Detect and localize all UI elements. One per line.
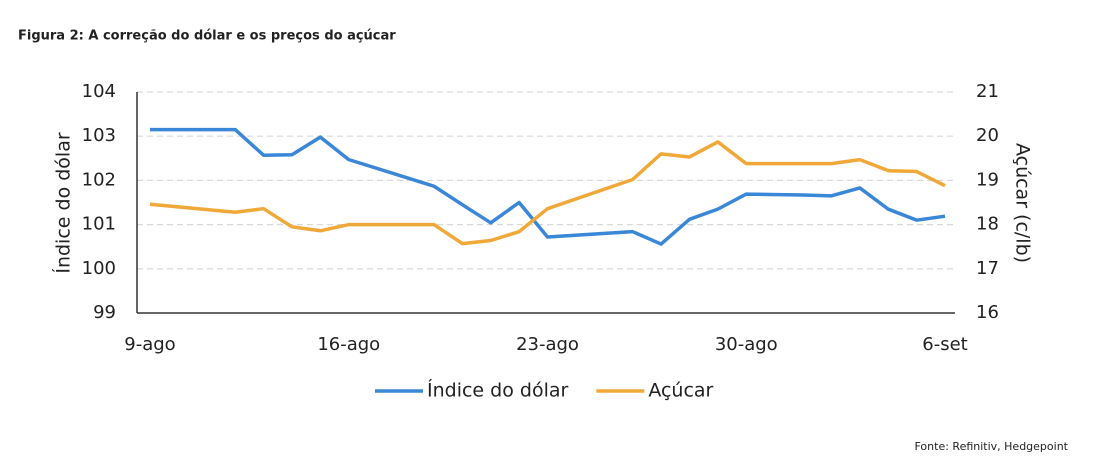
y-tick-label: 102: [82, 169, 116, 190]
x-tick-label: 9-ago: [124, 334, 175, 355]
y-axis-label: Índice do dólar: [52, 132, 75, 273]
y2-tick-label: 18: [976, 214, 999, 235]
y2-tick-label: 17: [976, 258, 999, 279]
chart-title: Figura 2: A correção do dólar e os preço…: [18, 29, 396, 44]
y-tick-label: 104: [82, 81, 116, 102]
series-line: [149, 140, 946, 246]
x-tick-label: 30-ago: [715, 334, 778, 355]
series-line: [150, 127, 946, 246]
source: Fonte: Refinitiv, Hedgepoint: [915, 440, 1069, 453]
y2-tick-label: 20: [976, 125, 999, 146]
legend-label: Açúcar: [648, 380, 713, 402]
y-tick-label: 99: [93, 302, 116, 323]
x-tick-label: 6-set: [922, 334, 967, 355]
y2-tick-label: 16: [976, 302, 999, 323]
y-tick-label: 100: [82, 258, 116, 279]
y2-tick-label: 21: [976, 81, 999, 102]
y-tick-label: 101: [82, 214, 116, 235]
y-tick-label: 103: [82, 125, 116, 146]
y2-tick-label: 19: [976, 169, 999, 190]
legend-label: Índice do dólar: [427, 379, 568, 402]
y2-axis-label: Açúcar (c/lb): [1012, 143, 1034, 263]
x-tick-label: 16-ago: [317, 334, 380, 355]
x-tick-label: 23-ago: [516, 334, 579, 355]
